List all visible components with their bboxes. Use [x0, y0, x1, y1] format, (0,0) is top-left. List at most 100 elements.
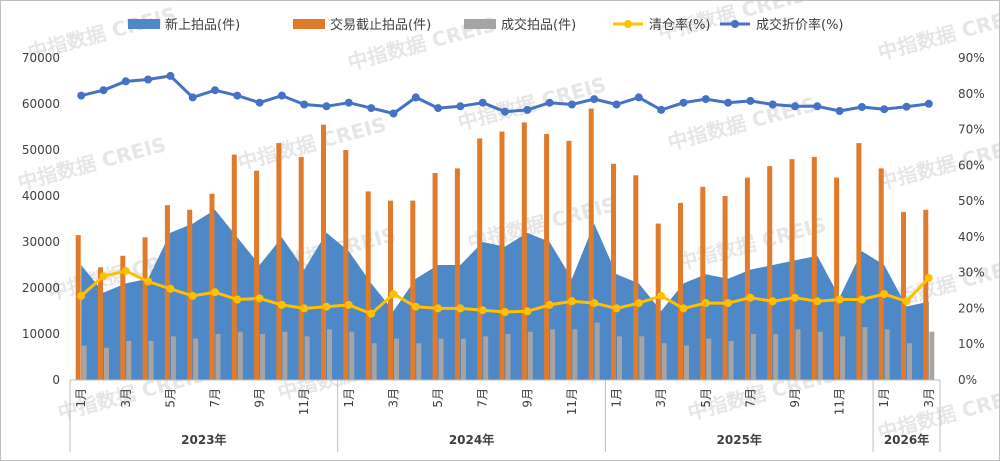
- point-discount-rate: [277, 91, 286, 100]
- point-discount-rate: [77, 91, 86, 100]
- legend-label: 新上拍品(件): [165, 17, 240, 33]
- point-discount-rate: [411, 93, 420, 102]
- y-right-tick-label: 60%: [958, 158, 985, 172]
- bar-deadline-listings: [544, 133, 550, 380]
- bar-deadline-listings: [767, 166, 773, 380]
- bar-deadline-listings: [365, 191, 371, 380]
- bar-deadline-listings: [120, 255, 126, 380]
- bar-sold-listings: [773, 334, 779, 380]
- point-clearance-rate: [724, 299, 733, 308]
- bar-deadline-listings: [678, 202, 683, 380]
- x-tick-label: 1月: [610, 388, 624, 408]
- bar-deadline-listings: [834, 177, 840, 380]
- point-discount-rate: [724, 98, 733, 107]
- bar-sold-listings: [594, 322, 600, 380]
- year-label: 2024年: [449, 432, 494, 447]
- x-tick-label: 9月: [520, 388, 534, 408]
- point-discount-rate: [634, 93, 643, 102]
- point-clearance-rate: [344, 300, 353, 309]
- bar-sold-listings: [929, 331, 935, 380]
- y-left-tick-label: 20000: [22, 281, 60, 295]
- bar-sold-listings: [394, 338, 399, 380]
- point-discount-rate: [144, 75, 153, 84]
- point-discount-rate: [322, 102, 331, 111]
- legend-label: 交易截止拍品(件): [330, 17, 431, 33]
- bar-deadline-listings: [722, 196, 728, 380]
- point-clearance-rate: [121, 266, 130, 275]
- bar-deadline-listings: [633, 175, 639, 380]
- bar-sold-listings: [505, 334, 511, 380]
- y-left-tick-label: 70000: [22, 51, 60, 65]
- x-tick-label: 11月: [833, 388, 847, 415]
- y-right-tick-label: 10%: [958, 337, 985, 351]
- year-label: 2026年: [884, 432, 929, 447]
- legend: 新上拍品(件) 交易截止拍品(件) 成交拍品(件) 清仓率(%) 成交折价率(%): [128, 17, 844, 33]
- point-discount-rate: [456, 102, 465, 111]
- bar-deadline-listings: [923, 209, 929, 380]
- point-discount-rate: [523, 105, 532, 114]
- y-right-tick-label: 90%: [958, 51, 985, 65]
- point-discount-rate: [211, 86, 219, 95]
- x-tick-label: 9月: [253, 388, 267, 408]
- point-discount-rate: [791, 102, 799, 111]
- x-tick-label: 5月: [699, 388, 713, 408]
- legend-label: 成交拍品(件): [501, 17, 576, 33]
- legend-swatch: [464, 19, 496, 29]
- x-tick-label: 11月: [565, 388, 579, 415]
- y-left-tick-label: 50000: [22, 143, 60, 157]
- x-tick-label: 3月: [386, 388, 400, 408]
- point-discount-rate: [567, 100, 576, 109]
- bar-sold-listings: [527, 331, 533, 380]
- bar-deadline-listings: [254, 170, 260, 380]
- bar-sold-listings: [572, 329, 578, 380]
- point-clearance-rate: [701, 299, 710, 308]
- point-discount-rate: [344, 98, 353, 107]
- point-clearance-rate: [322, 302, 331, 311]
- point-discount-rate: [367, 104, 376, 113]
- year-label: 2025年: [717, 432, 762, 447]
- point-discount-rate: [99, 86, 108, 95]
- point-clearance-rate: [211, 288, 219, 297]
- x-tick-label: 5月: [163, 388, 177, 408]
- point-discount-rate: [924, 99, 933, 108]
- bar-deadline-listings: [343, 150, 349, 380]
- y-right-tick-label: 20%: [958, 301, 985, 315]
- point-discount-rate: [501, 107, 509, 116]
- point-clearance-rate: [813, 297, 822, 306]
- point-clearance-rate: [634, 299, 643, 308]
- point-discount-rate: [612, 100, 621, 109]
- bar-sold-listings: [215, 334, 221, 380]
- y-right-tick-label: 70%: [958, 123, 985, 137]
- point-discount-rate: [679, 98, 688, 107]
- bar-sold-listings: [550, 329, 556, 380]
- bar-sold-listings: [260, 334, 266, 380]
- bar-sold-listings: [750, 334, 756, 380]
- point-clearance-rate: [255, 294, 264, 303]
- point-discount-rate: [121, 77, 130, 86]
- legend-marker: [624, 20, 632, 28]
- area-new-listings: [81, 209, 929, 380]
- point-clearance-rate: [166, 284, 175, 293]
- bar-deadline-listings: [432, 173, 438, 380]
- bar-sold-listings: [81, 345, 87, 380]
- point-clearance-rate: [902, 297, 911, 306]
- point-discount-rate: [300, 100, 309, 109]
- bar-deadline-listings: [700, 186, 706, 380]
- bar-deadline-listings: [744, 177, 750, 380]
- legend-label: 清仓率(%): [649, 17, 711, 33]
- bar-deadline-listings: [75, 235, 81, 380]
- point-discount-rate: [188, 93, 197, 102]
- bar-sold-listings: [639, 336, 645, 380]
- y-left-tick-label: 30000: [22, 235, 60, 249]
- bar-sold-listings: [795, 329, 801, 380]
- bar-deadline-listings: [856, 143, 862, 380]
- point-clearance-rate: [300, 304, 309, 313]
- y-right-tick-label: 0%: [958, 373, 977, 387]
- point-discount-rate: [434, 104, 443, 113]
- point-discount-rate: [902, 102, 911, 111]
- point-clearance-rate: [277, 300, 286, 309]
- y-left-tick-label: 10000: [22, 327, 60, 341]
- point-clearance-rate: [233, 295, 242, 304]
- point-clearance-rate: [501, 308, 509, 316]
- bar-sold-listings: [706, 338, 712, 380]
